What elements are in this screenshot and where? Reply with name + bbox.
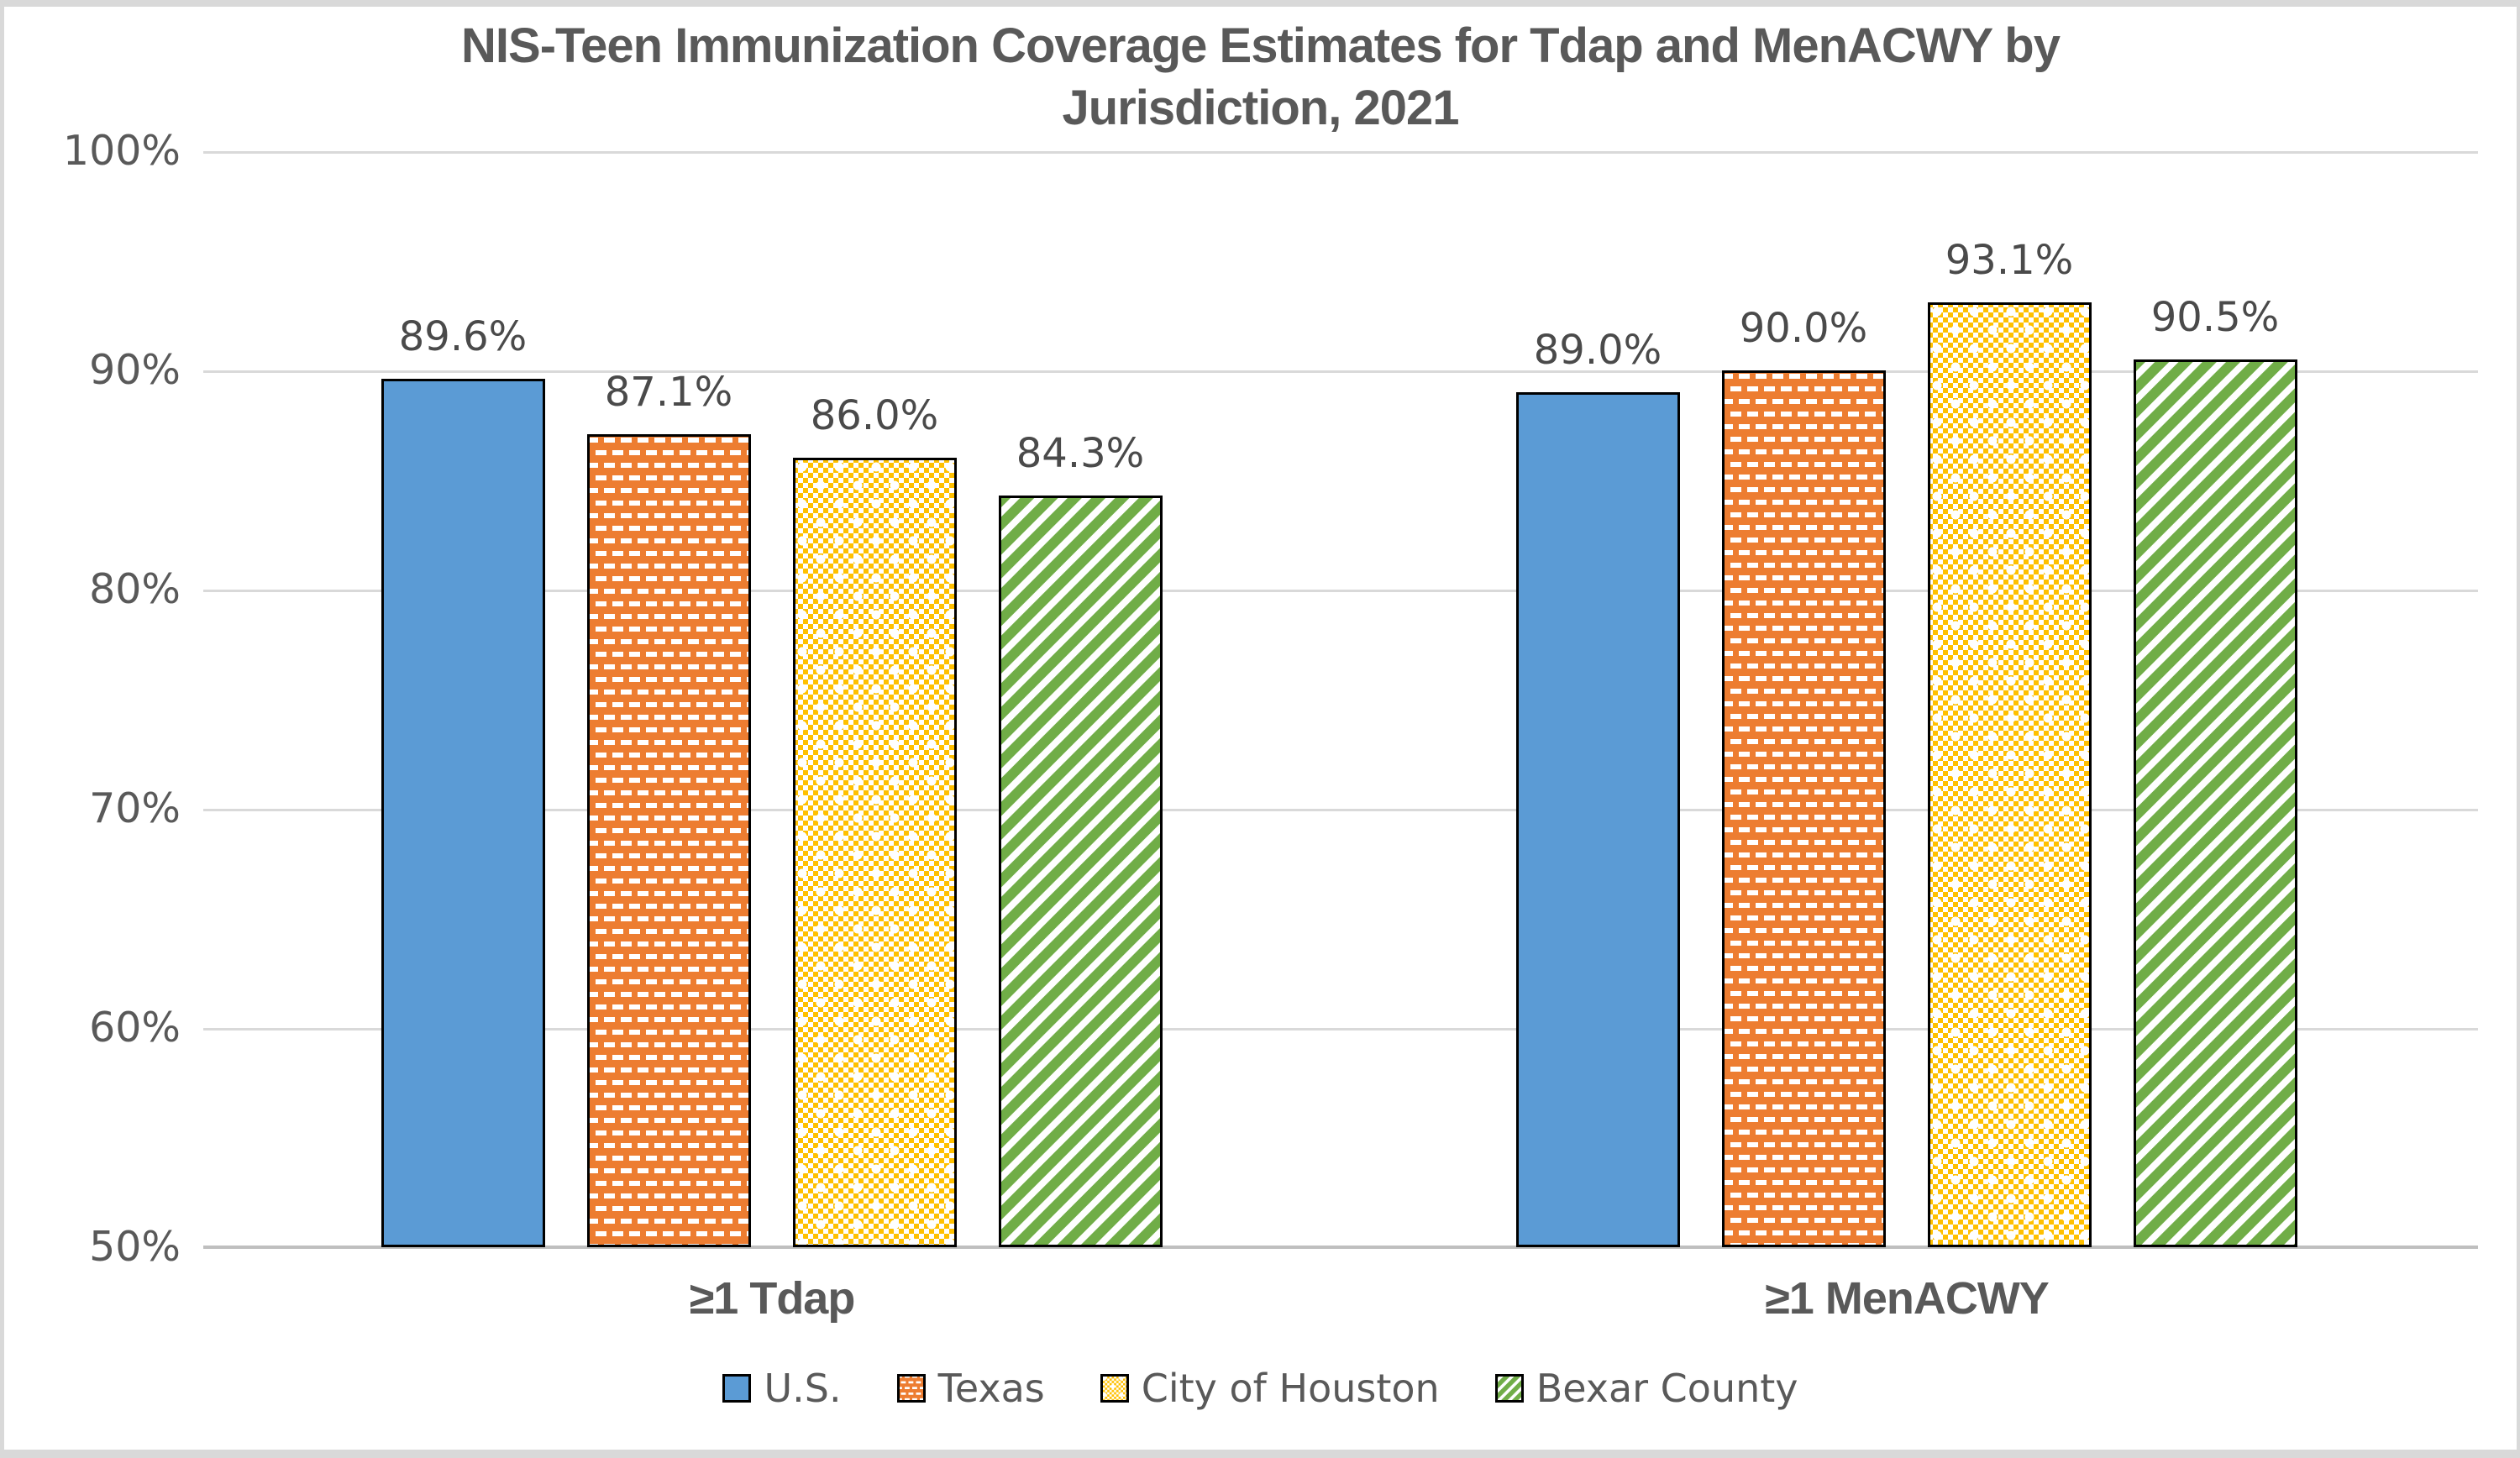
y-axis-tick-label: 90% bbox=[89, 346, 181, 394]
legend-label-city-of-houston: City of Houston bbox=[1141, 1366, 1440, 1411]
bar-texas-menacwy bbox=[1722, 370, 1886, 1247]
bar-value-label: 89.0% bbox=[1533, 327, 1662, 374]
bar-value-label: 90.5% bbox=[2150, 294, 2280, 341]
legend-label-texas: Texas bbox=[937, 1366, 1045, 1411]
bar-city-of-houston-tdap bbox=[793, 458, 957, 1247]
legend: U.S. Texas City of Houston Bexar County bbox=[4, 1366, 2517, 1411]
bar-bexar-county-tdap bbox=[999, 496, 1163, 1247]
chart-canvas: NIS-Teen Immunization Coverage Estimates… bbox=[4, 7, 2517, 1450]
bar-texas-tdap bbox=[587, 434, 751, 1247]
bar-value-label: 90.0% bbox=[1739, 305, 1868, 352]
y-axis-tick-label: 50% bbox=[89, 1223, 181, 1271]
x-axis-category-label-menacwy: ≥1 MenACWY bbox=[1765, 1273, 2050, 1324]
chart-title-line1: NIS-Teen Immunization Coverage Estimates… bbox=[461, 18, 2061, 73]
chart-title: NIS-Teen Immunization Coverage Estimates… bbox=[4, 15, 2517, 139]
chart-title-line2: Jurisdiction, 2021 bbox=[1062, 81, 1460, 135]
gridline bbox=[203, 809, 2478, 811]
legend-label-us: U.S. bbox=[764, 1366, 842, 1411]
legend-item-city-of-houston: City of Houston bbox=[1100, 1366, 1440, 1411]
plot-area: 89.6% 87.1% 86.0% 84.3% 89.0% 90.0% 93.1% 90.5% bbox=[203, 151, 2478, 1249]
bar-us-tdap bbox=[381, 379, 545, 1247]
bar-bexar-county-menacwy bbox=[2134, 359, 2297, 1247]
y-axis-tick-label: 100% bbox=[62, 127, 181, 175]
legend-swatch-us-icon bbox=[722, 1374, 752, 1403]
legend-item-texas: Texas bbox=[896, 1366, 1045, 1411]
legend-swatch-bexar-county-icon bbox=[1494, 1374, 1524, 1403]
bar-value-label: 86.0% bbox=[810, 392, 939, 439]
gridline bbox=[203, 590, 2478, 592]
bar-value-label: 89.6% bbox=[398, 313, 528, 360]
legend-swatch-city-of-houston-icon bbox=[1100, 1374, 1129, 1403]
bar-value-label: 87.1% bbox=[604, 369, 733, 416]
legend-item-bexar-county: Bexar County bbox=[1494, 1366, 1798, 1411]
x-axis-category-label-tdap: ≥1 Tdap bbox=[689, 1273, 856, 1324]
x-axis-line bbox=[203, 1246, 2478, 1249]
legend-label-bexar-county: Bexar County bbox=[1536, 1366, 1798, 1411]
bar-value-label: 93.1% bbox=[1945, 237, 2074, 284]
gridline bbox=[203, 151, 2478, 154]
bar-value-label: 84.3% bbox=[1016, 430, 1145, 477]
y-axis-tick-label: 70% bbox=[89, 784, 181, 832]
bar-us-menacwy bbox=[1516, 392, 1680, 1247]
gridline bbox=[203, 370, 2478, 373]
gridline bbox=[203, 1028, 2478, 1031]
y-axis-tick-label: 60% bbox=[89, 1004, 181, 1052]
legend-swatch-texas-icon bbox=[896, 1374, 926, 1403]
y-axis-tick-label: 80% bbox=[89, 565, 181, 613]
bar-city-of-houston-menacwy bbox=[1928, 302, 2092, 1247]
legend-item-us: U.S. bbox=[722, 1366, 842, 1411]
